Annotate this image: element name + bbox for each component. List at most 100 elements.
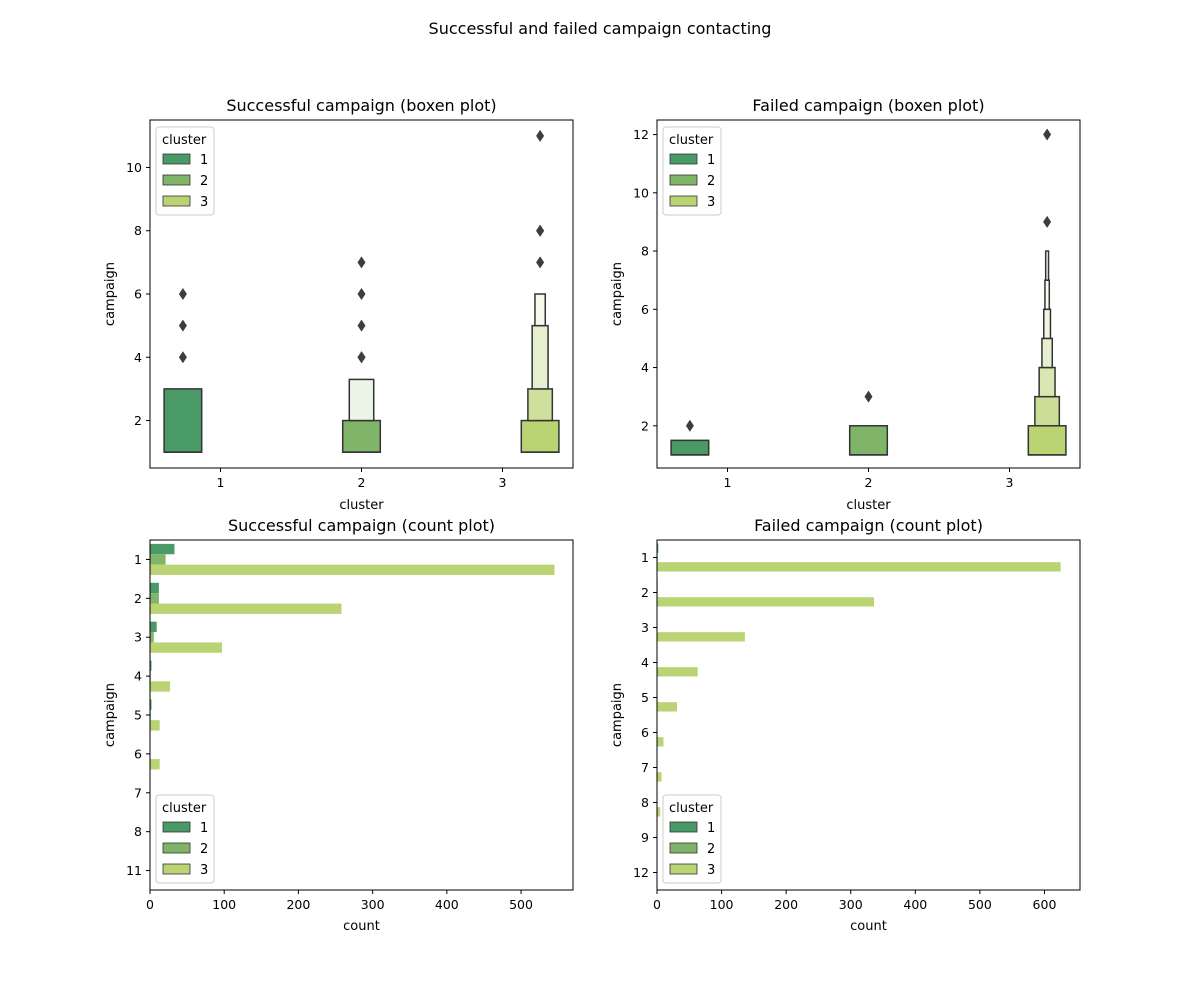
bar-c1-cat3 [150, 621, 157, 633]
legend-swatch-3 [162, 195, 191, 207]
bar-c3-cat5 [657, 702, 678, 712]
y-tick-label-8: 8 [641, 795, 649, 810]
bar-c3-cat3 [150, 642, 222, 653]
y-tick-label-4: 4 [641, 360, 649, 375]
bar-c3-cat5 [150, 720, 160, 731]
outlier-c1-1 [685, 419, 694, 432]
boxen-box-c3-7 [1044, 250, 1050, 281]
bar-c3-cat4 [657, 667, 698, 677]
y-tick-label-5: 5 [641, 690, 649, 705]
outlier-c3-3 [536, 224, 545, 237]
outlier-c3-4 [536, 129, 545, 142]
y-tick-label-11: 11 [126, 863, 142, 878]
bar-c1-cat2 [150, 582, 159, 594]
outlier-c3-1 [536, 256, 545, 269]
y-axis-label: campaign [610, 262, 625, 326]
y-tick-label-7: 7 [134, 785, 142, 800]
x-tick-label-3: 3 [1006, 475, 1014, 490]
x-tick-label-2: 2 [358, 475, 366, 490]
boxen-box-c3-4 [1041, 337, 1054, 369]
legend-box [155, 126, 215, 216]
y-tick-label-6: 6 [641, 725, 649, 740]
legend-label-3: 3 [707, 195, 715, 210]
figure-suptitle: Successful and failed campaign contactin… [429, 19, 772, 38]
legend: cluster 1 2 3 [662, 126, 722, 216]
legend-swatch-1 [669, 821, 698, 833]
y-axis-label: campaign [103, 683, 118, 747]
legend-label-2: 2 [200, 174, 208, 189]
panel-1: Successful campaign (boxen plot) 1 2 3 2 4 6 8 1… [103, 96, 574, 513]
bar-c3-cat6 [657, 737, 664, 747]
outlier-c1-3 [178, 288, 187, 300]
panel-title: Failed campaign (boxen plot) [752, 96, 984, 115]
legend-swatch-3 [162, 863, 191, 875]
y-tick-label-5: 5 [134, 708, 142, 723]
x-tick-label-3: 3 [499, 475, 507, 490]
outlier-c2-1 [864, 390, 873, 403]
bar-c1-cat1 [657, 543, 659, 553]
y-tick-label-7: 7 [641, 760, 649, 775]
x-tick-label-2: 2 [865, 475, 873, 490]
y-tick-label-10: 10 [633, 185, 649, 200]
legend-label-3: 3 [200, 863, 208, 878]
y-tick-label-3: 3 [134, 630, 142, 645]
bar-c3-cat3 [657, 632, 745, 642]
bar-c2-cat2 [150, 593, 159, 604]
legend-swatch-2 [162, 174, 191, 186]
x-tick-label-200: 200 [286, 897, 310, 912]
y-axis-label: campaign [610, 683, 625, 747]
x-tick-label-600: 600 [1033, 897, 1057, 912]
x-tick-label-500: 500 [509, 897, 533, 912]
bar-c3-cat2 [150, 603, 342, 614]
y-tick-label-2: 2 [641, 585, 649, 600]
y-tick-label-6: 6 [134, 746, 142, 761]
x-tick-label-100: 100 [212, 897, 236, 912]
legend-box [662, 126, 722, 216]
legend-box [155, 794, 215, 884]
outlier-c2-5 [357, 256, 366, 269]
y-tick-label-1: 1 [134, 552, 142, 567]
y-tick-label-8: 8 [134, 824, 142, 839]
bar-c3-cat1 [657, 562, 1061, 572]
x-axis-label: count [343, 919, 380, 934]
boxen-box-c3-3 [531, 324, 549, 390]
legend: cluster 1 2 3 [155, 126, 215, 216]
legend-swatch-2 [162, 842, 191, 854]
legend-swatch-2 [669, 842, 698, 854]
bar-c3-cat1 [150, 564, 555, 575]
plot-area [657, 120, 1080, 468]
boxen-box-c3-5 [1042, 308, 1052, 340]
outlier-c1-1 [178, 351, 187, 364]
x-tick-label-500: 500 [968, 897, 992, 912]
x-tick-label-1: 1 [217, 475, 225, 490]
bar-c1-cat5 [150, 699, 152, 710]
panel-title: Failed campaign (count plot) [754, 516, 983, 535]
legend-swatch-3 [669, 195, 698, 207]
y-tick-label-10: 10 [126, 160, 142, 175]
outlier-c1-2 [178, 319, 187, 332]
x-axis-label: cluster [846, 498, 891, 513]
legend-swatch-2 [669, 174, 698, 186]
legend-title: cluster [162, 133, 207, 148]
x-axis-label: count [850, 919, 887, 934]
boxen-box-c3-2 [527, 388, 554, 422]
boxen-box-c2-1 [341, 419, 382, 453]
legend-label-2: 2 [200, 842, 208, 857]
bar-c3-cat2 [657, 597, 874, 607]
x-tick-label-100: 100 [710, 897, 734, 912]
y-tick-label-1: 1 [641, 550, 649, 565]
y-tick-label-6: 6 [641, 302, 649, 317]
x-tick-label-200: 200 [774, 897, 798, 912]
legend-swatch-1 [162, 153, 191, 165]
bar-c1-cat4 [150, 660, 152, 671]
panel-4: Failed campaign (count plot)123456789120… [610, 516, 1081, 934]
bar-c3-cat7 [657, 772, 662, 782]
bar-c3-cat4 [150, 681, 171, 692]
y-tick-label-3: 3 [641, 620, 649, 635]
y-tick-label-8: 8 [641, 244, 649, 259]
legend-swatch-1 [669, 153, 698, 165]
legend-title: cluster [669, 133, 714, 148]
axes-frame [656, 539, 1081, 891]
outlier-c2-2 [357, 351, 366, 364]
